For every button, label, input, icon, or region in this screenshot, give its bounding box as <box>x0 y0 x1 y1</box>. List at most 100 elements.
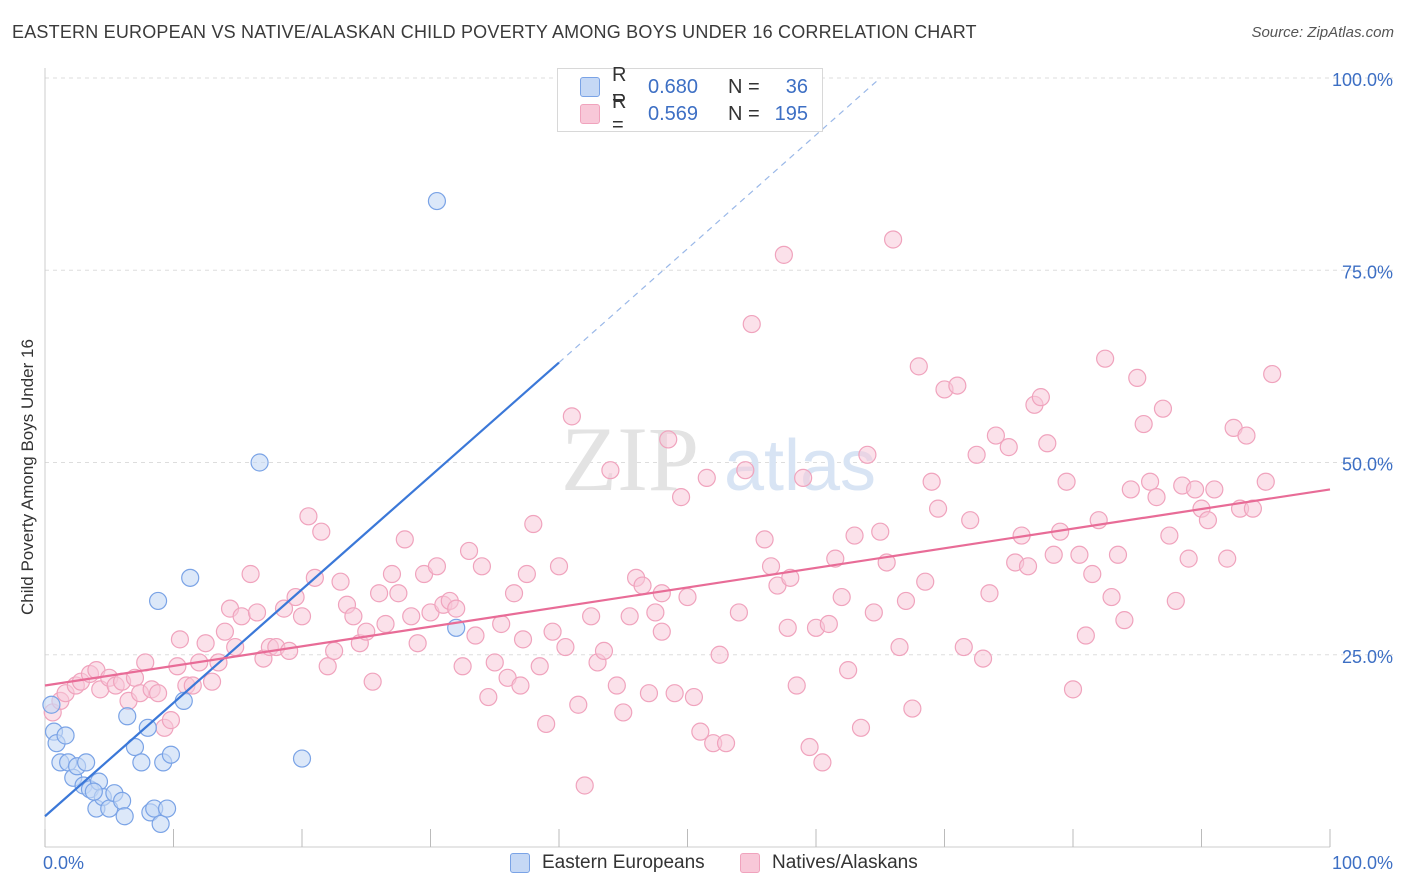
eastern-european-point <box>181 568 200 587</box>
legend-row-natives-alaskans: R = 0.569 N = 195 <box>580 91 808 136</box>
native-alaskan-point <box>569 695 588 714</box>
native-alaskan-point <box>948 376 967 395</box>
native-alaskan-point <box>691 722 710 741</box>
native-alaskan-point <box>408 634 427 653</box>
native-alaskan-point <box>215 622 234 641</box>
native-alaskan-point <box>1153 399 1173 418</box>
eastern-european-point <box>125 737 145 757</box>
native-alaskan-point <box>170 630 190 649</box>
native-alaskan-point <box>1096 349 1115 368</box>
native-alaskan-point <box>716 734 736 753</box>
native-alaskan-point <box>832 587 851 607</box>
y-axis-title: Child Poverty Among Boys Under 16 <box>18 339 37 615</box>
legend-row-eastern-europeans: R = 0.680 N = 36 <box>580 64 808 109</box>
native-alaskan-point <box>819 614 838 634</box>
native-alaskan-point <box>1218 549 1237 568</box>
blue-swatch <box>510 853 530 873</box>
native-alaskan-point <box>562 407 581 426</box>
native-alaskan-point <box>652 622 671 641</box>
watermark: ZIP atlas <box>561 408 876 510</box>
native-alaskan-point <box>543 622 562 641</box>
native-alaskan-point <box>665 684 684 703</box>
r-label: R = <box>612 91 627 136</box>
native-alaskan-point <box>459 541 479 561</box>
native-alaskan-point <box>1121 480 1140 499</box>
native-alaskan-point <box>402 607 421 626</box>
native-alaskan-point <box>787 676 806 695</box>
natives-alaskans-trend-line <box>44 488 1331 687</box>
eastern-european-point <box>427 191 447 211</box>
native-alaskan-point <box>148 684 168 703</box>
native-alaskan-point <box>614 703 633 722</box>
native-alaskan-point <box>736 461 755 480</box>
n-value: 36 <box>785 75 808 98</box>
native-alaskan-point <box>530 657 549 676</box>
native-alaskan-point <box>485 653 504 672</box>
native-alaskan-point <box>292 607 312 626</box>
y-tick-label: 75.0% <box>1342 262 1393 282</box>
eastern-european-point <box>250 453 269 472</box>
native-alaskan-point <box>1256 472 1275 491</box>
native-alaskan-point <box>196 634 215 653</box>
native-alaskan-point <box>280 641 299 661</box>
native-alaskan-point <box>871 522 890 541</box>
native-alaskan-point <box>986 426 1006 445</box>
native-alaskan-point <box>517 564 536 584</box>
native-alaskan-point <box>1205 480 1224 499</box>
native-alaskan-point <box>511 676 530 695</box>
native-alaskan-point <box>1140 472 1160 491</box>
native-alaskan-point <box>954 637 973 657</box>
native-alaskan-point <box>1166 591 1185 611</box>
native-alaskan-point <box>582 607 601 626</box>
eastern-european-point <box>115 807 134 826</box>
legend-item-natives-alaskans[interactable]: Natives/Alaskans <box>740 852 918 874</box>
native-alaskan-point <box>594 641 614 661</box>
native-alaskan-point <box>1038 434 1057 453</box>
native-alaskan-point <box>794 468 813 487</box>
native-alaskan-point <box>742 314 761 334</box>
native-alaskan-point <box>247 603 267 622</box>
native-alaskan-point <box>453 657 472 676</box>
native-alaskan-point <box>472 557 491 576</box>
chart-title: EASTERN EUROPEAN VS NATIVE/ALASKAN CHILD… <box>12 22 977 42</box>
native-alaskan-point <box>389 584 408 603</box>
native-alaskan-point <box>344 607 363 626</box>
eastern-europeans-trend-extension <box>558 77 881 363</box>
legend-label: Eastern Europeans <box>542 852 705 873</box>
native-alaskan-point <box>961 511 980 530</box>
native-alaskan-point <box>274 599 294 618</box>
legend-item-eastern-europeans[interactable]: Eastern Europeans <box>510 852 705 874</box>
native-alaskan-point <box>1076 626 1095 645</box>
native-alaskan-point <box>363 672 382 691</box>
native-alaskan-point <box>671 488 691 507</box>
eastern-european-point <box>148 591 168 611</box>
native-alaskan-point <box>549 557 569 576</box>
native-alaskan-point <box>755 530 774 549</box>
native-alaskan-point <box>928 499 948 518</box>
native-alaskan-point <box>556 637 575 657</box>
native-alaskan-point <box>232 607 251 626</box>
native-alaskan-point <box>826 549 845 568</box>
native-alaskan-point <box>427 557 447 576</box>
native-alaskan-point <box>778 618 797 637</box>
native-alaskan-point <box>1063 680 1083 699</box>
native-alaskan-point <box>1179 549 1198 568</box>
native-alaskan-point <box>845 526 864 545</box>
r-value: 0.569 <box>648 102 699 125</box>
n-label: N = <box>728 75 760 98</box>
eastern-european-point <box>151 814 170 834</box>
native-alaskan-point <box>646 603 665 622</box>
eastern-european-point <box>84 782 103 801</box>
native-alaskan-point <box>1031 388 1050 407</box>
native-alaskan-point <box>1115 611 1134 630</box>
native-alaskan-point <box>504 584 524 603</box>
native-alaskan-point <box>395 530 414 549</box>
native-alaskan-point <box>729 603 749 622</box>
tick-labels: 25.0% 50.0% 75.0% 100.0% 0.0% 100.0% <box>43 70 1393 873</box>
eastern-european-point <box>292 749 312 768</box>
eastern-european-point <box>42 695 61 714</box>
native-alaskan-point <box>537 714 556 734</box>
native-alaskan-point <box>800 737 819 757</box>
native-alaskan-point <box>286 587 305 607</box>
native-alaskan-point <box>312 522 331 541</box>
